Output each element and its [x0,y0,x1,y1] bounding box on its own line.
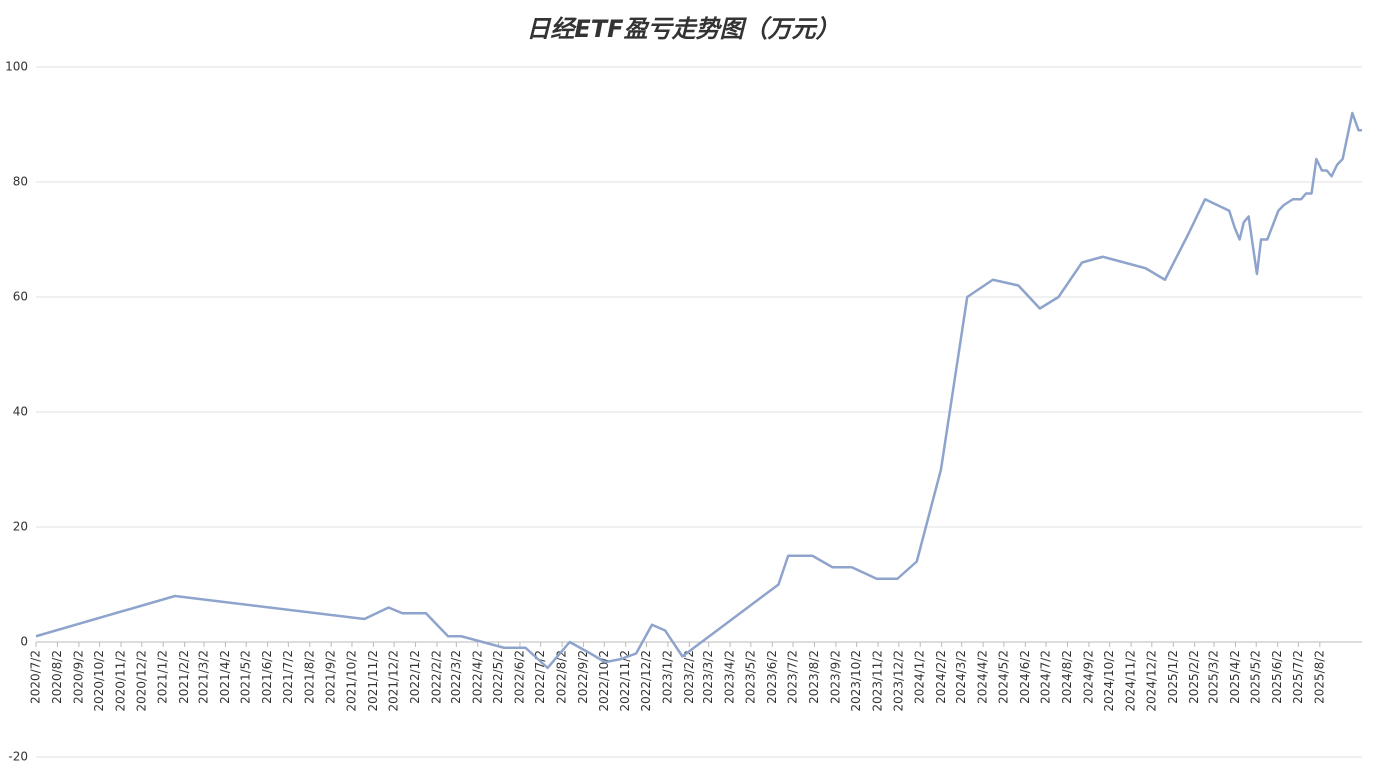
x-tick-label: 2024/8/2 [1060,650,1074,704]
x-tick-label: 2021/8/2 [302,650,316,704]
x-tick-label: 2024/11/2 [1124,650,1138,712]
x-tick-label: 2020/9/2 [71,650,85,704]
x-tick-label: 2025/8/2 [1312,650,1326,704]
x-tick-label: 2022/1/2 [408,650,422,704]
x-tick-label: 2023/7/2 [786,650,800,704]
x-tick-label: 2020/10/2 [92,650,106,712]
x-tick-label: 2025/5/2 [1249,650,1263,704]
x-tick-label: 2022/4/2 [470,650,484,704]
x-tick-label: 2024/7/2 [1039,650,1053,704]
x-tick-label: 2024/5/2 [996,650,1010,704]
y-tick-label: 60 [13,290,28,304]
x-tick-label: 2021/2/2 [177,650,191,704]
x-tick-label: 2020/8/2 [50,650,64,704]
x-tick-label: 2023/2/2 [682,650,696,704]
x-tick-label: 2023/10/2 [849,650,863,712]
x-tick-label: 2025/7/2 [1291,650,1305,704]
x-tick-label: 2021/12/2 [387,650,401,712]
x-tick-label: 2022/9/2 [576,650,590,704]
x-tick-label: 2022/2/2 [429,650,443,704]
x-tick-label: 2021/10/2 [344,650,358,712]
x-tick-label: 2025/6/2 [1270,650,1284,704]
x-tick-label: 2023/8/2 [807,650,821,704]
x-tick-label: 2020/11/2 [114,650,128,712]
x-tick-label: 2025/1/2 [1166,650,1180,704]
x-tick-label: 2024/4/2 [976,650,990,704]
x-tick-label: 2024/1/2 [913,650,927,704]
x-tick-label: 2025/4/2 [1228,650,1242,704]
x-tick-label: 2025/3/2 [1207,650,1221,704]
x-tick-label: 2022/12/2 [639,650,653,712]
x-tick-label: 2024/10/2 [1102,650,1116,712]
x-tick-label: 2021/7/2 [281,650,295,704]
x-tick-label: 2021/9/2 [324,650,338,704]
x-tick-label: 2020/7/2 [29,650,43,704]
x-tick-label: 2022/10/2 [597,650,611,712]
x-tick-label: 2023/6/2 [765,650,779,704]
x-tick-label: 2023/12/2 [891,650,905,712]
y-tick-label: -20 [8,750,28,764]
x-tick-label: 2024/6/2 [1018,650,1032,704]
x-tick-label: 2021/4/2 [218,650,232,704]
chart-title: 日经ETF盈亏走势图（万元） [526,15,839,43]
x-tick-label: 2022/8/2 [555,650,569,704]
y-tick-label: 40 [13,405,28,419]
x-tick-label: 2024/9/2 [1081,650,1095,704]
x-tick-label: 2023/3/2 [701,650,715,704]
x-tick-label: 2021/6/2 [260,650,274,704]
data-line [35,111,1362,670]
x-tick-label: 2025/2/2 [1187,650,1201,704]
y-tick-label: 20 [13,520,28,534]
x-tick-label: 2023/4/2 [723,650,737,704]
x-tick-label: 2024/3/2 [954,650,968,704]
x-tick-label: 2022/5/2 [491,650,505,704]
x-tick-label: 2021/1/2 [156,650,170,704]
x-tick-label: 2021/3/2 [196,650,210,704]
x-tick-label: 2024/12/2 [1144,650,1158,712]
x-tick-label: 2021/11/2 [366,650,380,712]
x-tick-label: 2023/11/2 [871,650,885,712]
x-tick-label: 2020/12/2 [134,650,148,712]
x-tick-label: 2023/9/2 [828,650,842,704]
x-tick-label: 2021/5/2 [239,650,253,704]
x-tick-label: 2024/2/2 [934,650,948,704]
x-tick-label: 2022/3/2 [449,650,463,704]
x-tick-label: 2022/6/2 [512,650,526,704]
y-tick-label: 100 [5,60,28,74]
x-tick-label: 2023/5/2 [743,650,757,704]
x-tick-label: 2023/1/2 [660,650,674,704]
y-tick-label: 0 [20,635,28,649]
y-tick-label: 80 [13,175,28,189]
x-tick-label: 2022/11/2 [618,650,632,712]
